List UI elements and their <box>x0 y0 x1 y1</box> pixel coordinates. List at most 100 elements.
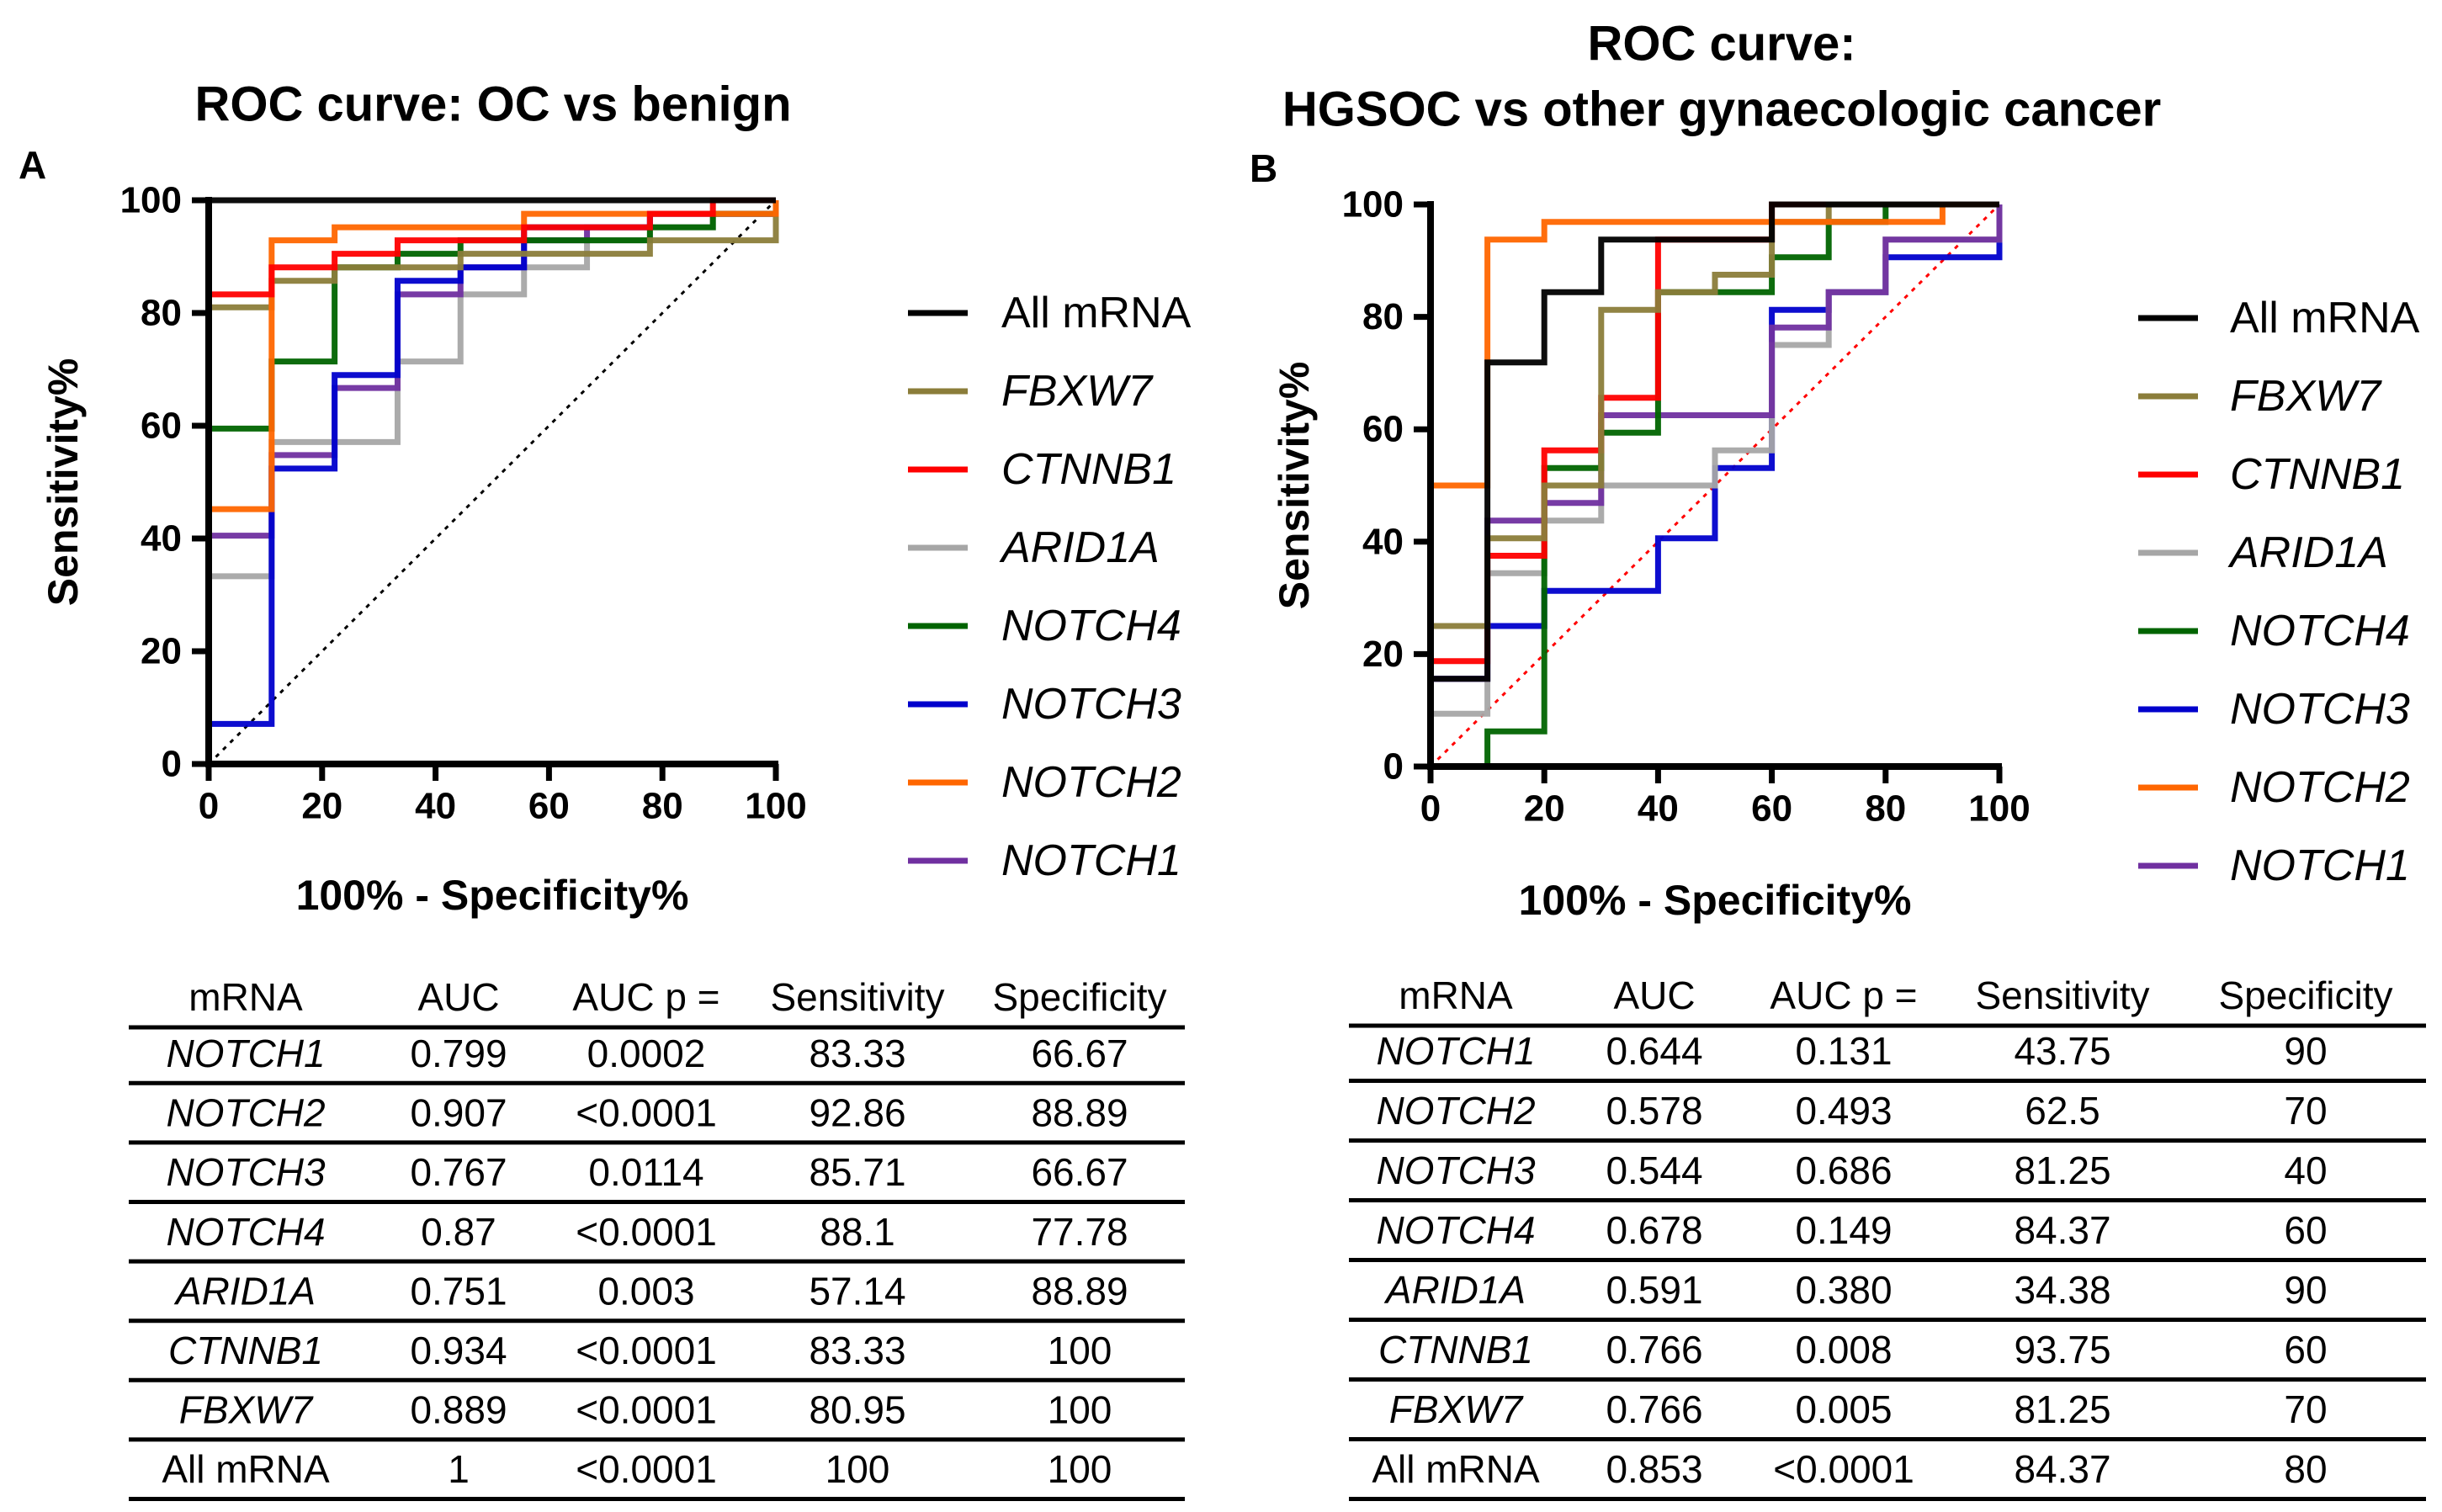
table-row: NOTCH2 0.907 <0.0001 92.86 88.89 <box>166 1091 1128 1135</box>
table-cell: 66.67 <box>1031 1150 1128 1194</box>
table-cell: 57.14 <box>809 1269 905 1313</box>
roc-curve-notch3 <box>1427 239 2003 767</box>
table-header-cell: mRNA <box>1399 974 1513 1017</box>
legend-label: All mRNA <box>2230 294 2420 342</box>
legend-item: NOTCH4 <box>2138 607 2410 655</box>
legend-label: NOTCH2 <box>1001 758 1181 807</box>
table-cell: 0.686 <box>1795 1149 1892 1192</box>
legend-label: NOTCH1 <box>1001 836 1181 885</box>
table-cell: 88.89 <box>1031 1269 1128 1313</box>
table-cell: 34.38 <box>2014 1268 2110 1312</box>
x-tick-label: 80 <box>1865 788 1906 830</box>
table-row: NOTCH1 0.799 0.0002 83.33 66.67 <box>166 1032 1128 1075</box>
table-cell: <0.0001 <box>576 1210 717 1254</box>
table-cell: 100 <box>1048 1447 1112 1491</box>
x-tick-label: 20 <box>1524 788 1565 830</box>
legend-item: CTNNB1 <box>908 445 1176 494</box>
table-cell: 85.71 <box>809 1150 905 1194</box>
panel-b: ROC curve: HGSOC vs other gynaecologic c… <box>1250 17 2426 1501</box>
table-cell: 0.131 <box>1795 1029 1892 1073</box>
x-tick-label: 80 <box>642 786 683 827</box>
legend-item: NOTCH3 <box>908 680 1181 729</box>
legend-item: NOTCH1 <box>2138 841 2410 890</box>
table-cell: 84.37 <box>2014 1208 2110 1252</box>
chart-b-title-line2: HGSOC vs other gynaecologic cancer <box>1282 82 2161 137</box>
table-cell: ARID1A <box>173 1269 316 1313</box>
y-tick-label: 100 <box>1342 184 1404 225</box>
table-cell: 66.67 <box>1031 1032 1128 1075</box>
table-cell: 0.380 <box>1795 1268 1892 1312</box>
table-row: NOTCH4 0.678 0.149 84.37 60 <box>1376 1208 2327 1252</box>
table-cell: 62.5 <box>2025 1089 2100 1133</box>
table-cell: NOTCH4 <box>166 1210 325 1254</box>
table-cell: FBXW7 <box>179 1388 314 1432</box>
table-cell: 100 <box>1048 1388 1112 1432</box>
table-row: NOTCH2 0.578 0.493 62.5 70 <box>1376 1089 2327 1133</box>
legend-label: NOTCH4 <box>1001 602 1181 650</box>
table-cell: <0.0001 <box>576 1447 717 1491</box>
x-tick-label: 100 <box>745 786 806 827</box>
legend-label: CTNNB1 <box>1001 445 1176 494</box>
table-row: ARID1A 0.751 0.003 57.14 88.89 <box>173 1269 1128 1313</box>
legend-label: FBXW7 <box>2230 372 2382 421</box>
table-cell: 83.33 <box>809 1032 905 1075</box>
roc-curve-all-mrna <box>1427 201 1999 767</box>
table-header-cell: AUC p = <box>572 975 719 1019</box>
legend-item: ARID1A <box>908 523 1160 572</box>
table-cell: 88.89 <box>1031 1091 1128 1135</box>
table-cell: 40 <box>2284 1149 2327 1192</box>
table-cell: CTNNB1 <box>168 1329 323 1372</box>
table-cell: 0.678 <box>1606 1208 1702 1252</box>
table-cell: 0.578 <box>1606 1089 1702 1133</box>
table-cell: <0.0001 <box>576 1388 717 1432</box>
table-cell: 81.25 <box>2014 1149 2110 1192</box>
y-tick-label: 80 <box>141 293 182 334</box>
legend-item: NOTCH3 <box>2138 685 2410 734</box>
table-cell: NOTCH1 <box>166 1032 325 1075</box>
legend-item: NOTCH2 <box>908 758 1181 807</box>
table-cell: NOTCH3 <box>166 1150 326 1194</box>
x-axis-title: 100% - Specificity% <box>1519 877 1912 924</box>
table-cell: 0.008 <box>1795 1328 1892 1371</box>
table-cell: 0.767 <box>410 1150 507 1194</box>
table-header-cell: AUC <box>1613 974 1695 1017</box>
roc-curve-ctnnb1 <box>205 197 776 764</box>
roc-curve-notch2 <box>1427 201 1999 767</box>
table-cell: 0.766 <box>1606 1328 1702 1371</box>
y-axis-title: Sensitivity% <box>1271 362 1318 610</box>
table-cell: CTNNB1 <box>1378 1328 1533 1371</box>
table-cell: 0.493 <box>1795 1089 1892 1133</box>
table-row: CTNNB1 0.766 0.008 93.75 60 <box>1378 1328 2328 1371</box>
table-cell: 60 <box>2284 1208 2327 1252</box>
table-cell: 70 <box>2284 1387 2327 1431</box>
y-tick-label: 0 <box>162 744 182 785</box>
table-header-cell: AUC p = <box>1770 974 1917 1017</box>
table-cell: 80.95 <box>809 1388 905 1432</box>
x-tick-label: 40 <box>1638 788 1679 830</box>
table-cell: 100 <box>1048 1329 1112 1372</box>
reference-diagonal-line <box>207 199 778 766</box>
table-cell: 0.0114 <box>588 1150 703 1194</box>
legend-label: ARID1A <box>2227 528 2388 577</box>
panel-a: ROC curve: OC vs benign A 0 20 40 60 80 100 0 2… <box>19 77 1192 1501</box>
table-cell: 77.78 <box>1031 1210 1128 1254</box>
table-cell: 93.75 <box>2014 1328 2110 1371</box>
table-row: CTNNB1 0.934 <0.0001 83.33 100 <box>168 1329 1112 1372</box>
legend-item: ARID1A <box>2138 528 2388 577</box>
table-cell: 84.37 <box>2014 1447 2110 1491</box>
table-cell: 88.1 <box>820 1210 895 1254</box>
reference-diagonal-line <box>1429 203 2001 768</box>
table-cell: All mRNA <box>1372 1447 1540 1491</box>
table-header-cell: Sensitivity <box>1975 974 2149 1017</box>
table-row: ARID1A 0.591 0.380 34.38 90 <box>1383 1268 2328 1312</box>
table-row: FBXW7 0.889 <0.0001 80.95 100 <box>179 1388 1112 1432</box>
x-tick-label: 100 <box>1968 788 2030 830</box>
table-cell: 81.25 <box>2014 1387 2110 1431</box>
table-cell: All mRNA <box>162 1447 330 1491</box>
table-row: FBXW7 0.766 0.005 81.25 70 <box>1389 1387 2328 1431</box>
x-tick-label: 60 <box>1751 788 1792 830</box>
legend-label: FBXW7 <box>1001 367 1154 416</box>
table-cell: 0.005 <box>1795 1387 1892 1431</box>
table-header-cell: Specificity <box>2218 974 2392 1017</box>
